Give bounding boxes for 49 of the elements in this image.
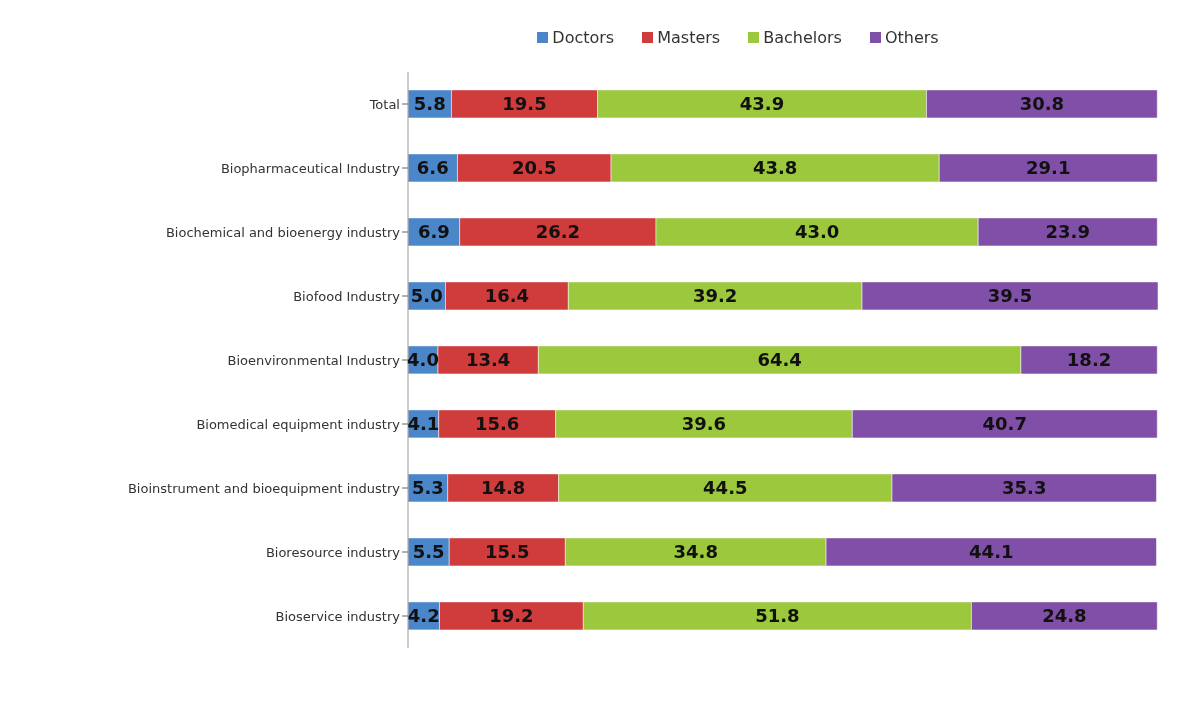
data-label: 26.2 [535, 221, 581, 243]
data-label: 5.8 [413, 93, 446, 115]
data-label: 43.9 [739, 93, 785, 115]
y-tick-label: Total [368, 96, 400, 112]
data-label: 29.1 [1026, 157, 1071, 179]
data-label: 6.9 [417, 221, 450, 243]
data-label: 35.3 [1002, 477, 1047, 499]
legend-label: Bachelors [762, 28, 842, 47]
y-tick-label: Bioresource industry [265, 544, 401, 560]
data-label: 15.5 [485, 541, 530, 563]
legend-label: Others [883, 28, 939, 47]
y-tick-label: Bioinstrument and bioequipment industry [127, 480, 401, 496]
y-tick-label: Biopharmaceutical Industry [220, 160, 401, 176]
data-label: 43.0 [794, 221, 840, 243]
data-label: 23.9 [1045, 221, 1090, 243]
data-label: 20.5 [512, 157, 557, 179]
data-label: 15.6 [474, 413, 520, 435]
data-label: 39.2 [692, 285, 738, 307]
data-label: 44.5 [703, 477, 748, 499]
data-label: 5.5 [412, 541, 445, 563]
data-label: 5.3 [411, 477, 444, 499]
data-label: 30.8 [1019, 93, 1065, 115]
data-label: 19.5 [502, 93, 547, 115]
data-label: 4.1 [407, 413, 440, 435]
data-label: 13.4 [465, 349, 511, 371]
y-tick-label: Biofood Industry [293, 288, 401, 304]
data-label: 44.1 [969, 541, 1014, 563]
data-label: 34.8 [673, 541, 718, 563]
data-label: 4.0 [407, 349, 439, 371]
data-label: 51.8 [755, 605, 800, 627]
data-label: 4.2 [407, 605, 440, 627]
data-label: 40.7 [982, 413, 1027, 435]
data-label: 43.8 [752, 157, 798, 179]
y-tick-label: Biomedical equipment industry [196, 416, 401, 432]
y-tick-label: Biochemical and bioenergy industry [165, 224, 401, 240]
legend-label: Doctors [551, 28, 615, 47]
data-label: 5.0 [410, 285, 443, 307]
data-label: 14.8 [480, 477, 526, 499]
data-label: 64.4 [757, 349, 802, 371]
y-tick-label: Bioenvironmental Industry [227, 352, 401, 368]
data-label: 39.6 [681, 413, 727, 435]
data-label: 19.2 [489, 605, 534, 627]
data-label: 6.6 [416, 157, 449, 179]
data-label: 18.2 [1066, 349, 1112, 371]
data-label: 16.4 [484, 285, 530, 307]
y-tick-label: Bioservice industry [275, 608, 401, 624]
data-label: 24.8 [1042, 605, 1087, 627]
data-label: 39.5 [987, 285, 1033, 307]
legend-label: Masters [656, 28, 721, 47]
